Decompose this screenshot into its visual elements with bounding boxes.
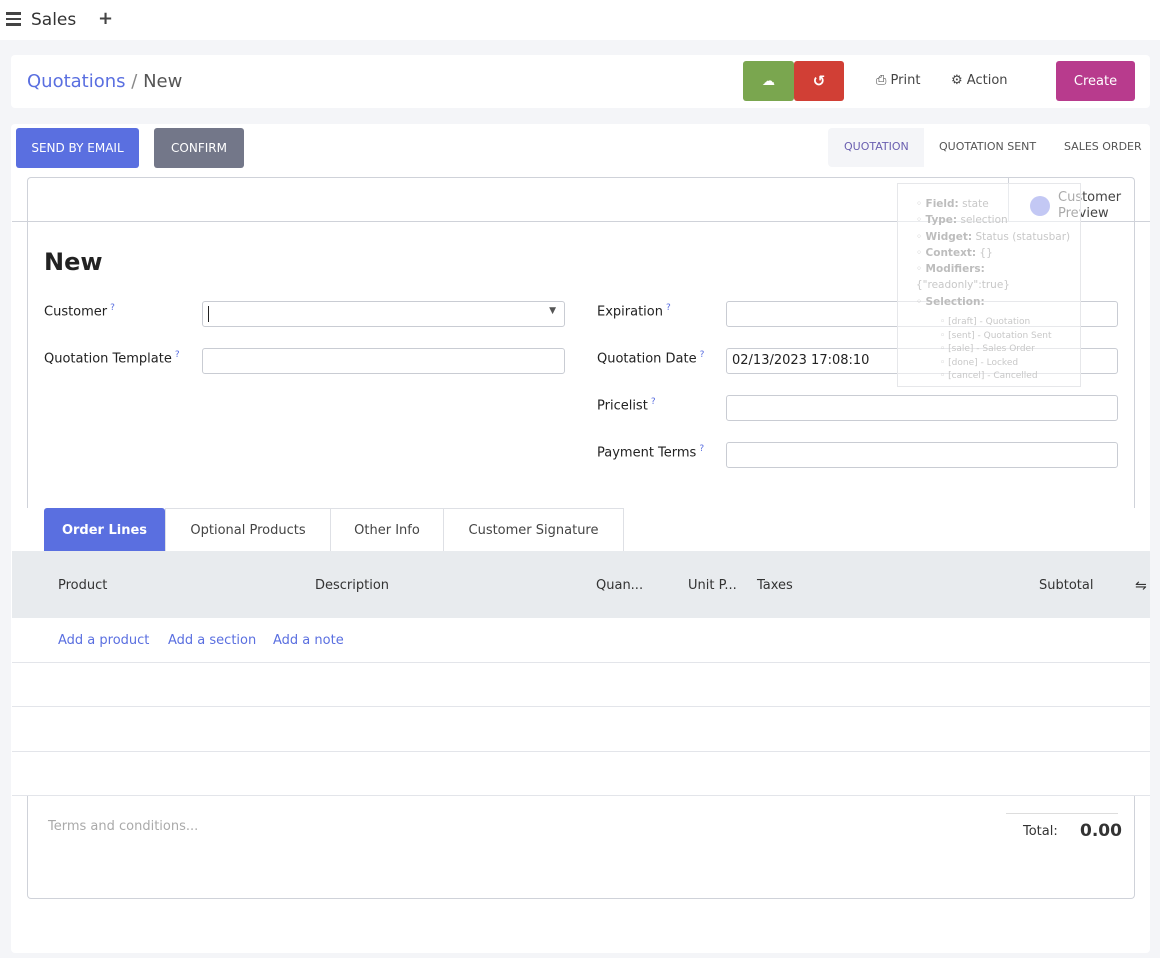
total-label: Total: — [1023, 824, 1058, 839]
action-label: Action — [966, 73, 1008, 88]
printer-icon: ⎙ — [876, 73, 887, 88]
column-product[interactable]: Product — [58, 578, 108, 593]
form-inner-sheet — [27, 177, 1135, 508]
table-row — [12, 663, 1150, 707]
optional-columns-icon[interactable]: ⇋ — [1135, 578, 1147, 594]
total-amount: 0.00 — [1080, 821, 1122, 841]
hamburger-icon[interactable] — [6, 12, 21, 26]
cloud-upload-icon: ☁ — [762, 73, 775, 89]
payment-terms-input[interactable] — [726, 442, 1118, 468]
customer-label: Customer? — [44, 303, 115, 320]
pricelist-label: Pricelist? — [597, 397, 656, 414]
top-navbar: Sales + — [0, 0, 1160, 40]
discard-button[interactable]: ↺ — [794, 61, 844, 101]
print-label: Print — [890, 73, 921, 88]
breadcrumb-current: New — [143, 71, 183, 92]
action-button[interactable]: ⚙ Action — [951, 73, 1008, 88]
gear-icon: ⚙ — [951, 73, 963, 88]
terms-input[interactable]: Terms and conditions... — [48, 819, 199, 834]
add-product-link[interactable]: Add a product — [58, 633, 150, 648]
control-panel: Quotations / New ☁ ↺ ⎙ Print ⚙ Action Cr… — [11, 55, 1150, 108]
status-quotation[interactable]: QUOTATION — [844, 140, 909, 153]
column-taxes[interactable]: Taxes — [757, 578, 793, 593]
send-by-email-button[interactable]: SEND BY EMAIL — [16, 128, 139, 168]
record-title: New — [44, 248, 103, 276]
table-row — [12, 752, 1150, 796]
breadcrumb: Quotations / New — [27, 71, 182, 92]
status-quotation-sent[interactable]: QUOTATION SENT — [939, 140, 1037, 153]
tab-customer-signature[interactable]: Customer Signature — [443, 508, 624, 551]
template-label: Quotation Template? — [44, 350, 180, 367]
add-section-link[interactable]: Add a section — [168, 633, 257, 648]
tab-optional-products[interactable]: Optional Products — [165, 508, 331, 551]
tab-other-info[interactable]: Other Info — [330, 508, 444, 551]
table-row — [12, 618, 1150, 663]
undo-icon: ↺ — [812, 72, 826, 90]
breadcrumb-quotations[interactable]: Quotations — [27, 71, 126, 92]
plus-icon[interactable]: + — [98, 8, 114, 29]
status-sales-order[interactable]: SALES ORDER — [1064, 140, 1142, 153]
expiration-label: Expiration? — [597, 303, 671, 320]
field-tooltip: ◦ Field: state ◦ Type: selection ◦ Widge… — [897, 183, 1081, 387]
payment-terms-label: Payment Terms? — [597, 444, 705, 461]
column-unit-price[interactable]: Unit P... — [688, 578, 737, 593]
column-quantity[interactable]: Quan... — [596, 578, 644, 593]
print-button[interactable]: ⎙ Print — [876, 73, 920, 88]
breadcrumb-separator: / — [131, 71, 138, 92]
app-name[interactable]: Sales — [31, 10, 77, 30]
table-header — [12, 551, 1150, 618]
column-subtotal[interactable]: Subtotal — [1039, 578, 1094, 593]
column-description[interactable]: Description — [315, 578, 390, 593]
quotation-date-label: Quotation Date? — [597, 350, 705, 367]
confirm-button[interactable]: CONFIRM — [154, 128, 244, 168]
save-button[interactable]: ☁ — [743, 61, 794, 101]
quotation-template-input[interactable] — [202, 348, 565, 374]
footer-section — [27, 796, 1135, 899]
chevron-down-icon[interactable]: ▼ — [549, 306, 556, 316]
tab-order-lines[interactable]: Order Lines — [44, 508, 165, 551]
add-note-link[interactable]: Add a note — [273, 633, 344, 648]
table-row — [12, 707, 1150, 752]
create-button[interactable]: Create — [1056, 61, 1135, 101]
customer-input[interactable]: ▼ — [202, 301, 565, 327]
pricelist-input[interactable] — [726, 395, 1118, 421]
